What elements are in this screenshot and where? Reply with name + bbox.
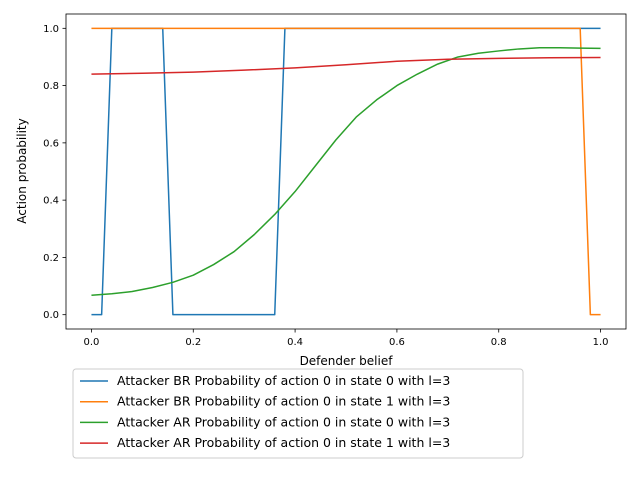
x-tick-label: 0.8 xyxy=(491,337,507,348)
legend-entry: Attacker BR Probability of action 0 in s… xyxy=(117,373,450,388)
series-line-3 xyxy=(91,47,601,296)
plot-frame xyxy=(65,13,627,330)
legend: Attacker BR Probability of action 0 in s… xyxy=(72,368,524,459)
y-axis: 0.0 0.2 0.4 0.6 0.8 1.0 xyxy=(43,24,66,321)
plot-area xyxy=(65,13,627,330)
legend-entry: Attacker AR Probability of action 0 in s… xyxy=(117,414,450,429)
y-tick-label: 0.4 xyxy=(43,196,59,207)
series-line-1 xyxy=(91,27,601,316)
y-tick-label: 0.2 xyxy=(43,253,59,264)
series-line-2 xyxy=(91,27,601,316)
x-tick-label: 0.2 xyxy=(185,337,201,348)
x-tick-label: 0.0 xyxy=(84,337,100,348)
x-axis: 0.0 0.2 0.4 0.6 0.8 1.0 xyxy=(84,329,609,348)
y-tick-label: 0.8 xyxy=(43,81,59,92)
x-axis-label: Defender belief xyxy=(300,354,394,368)
y-axis-label: Action probability xyxy=(15,118,29,223)
legend-entry: Attacker AR Probability of action 0 in s… xyxy=(117,435,450,450)
legend-entry: Attacker BR Probability of action 0 in s… xyxy=(117,394,450,409)
x-tick-label: 1.0 xyxy=(593,337,609,348)
y-tick-label: 0.0 xyxy=(43,310,59,321)
x-tick-label: 0.6 xyxy=(389,337,405,348)
x-tick-label: 0.4 xyxy=(287,337,303,348)
y-tick-label: 0.6 xyxy=(43,138,59,149)
legend-box xyxy=(72,368,524,459)
y-tick-label: 1.0 xyxy=(43,24,59,35)
series-line-4 xyxy=(91,56,601,75)
